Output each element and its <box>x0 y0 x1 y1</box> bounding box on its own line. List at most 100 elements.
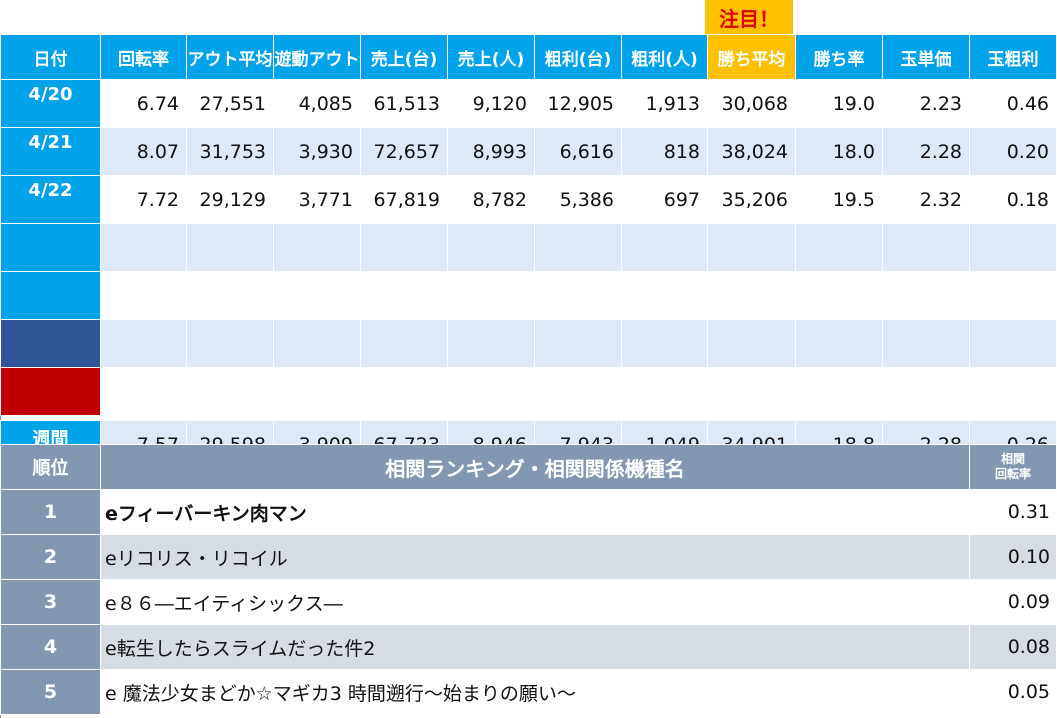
cell[interactable]: 61,513 <box>360 79 448 128</box>
cell[interactable]: 12,905 <box>534 79 622 128</box>
header-sales-machine[interactable]: 売上(台) <box>360 34 448 80</box>
rank-number[interactable]: 3 <box>0 579 101 625</box>
header-profit-person[interactable]: 粗利(人) <box>621 34 708 80</box>
cell[interactable] <box>969 223 1057 272</box>
cell[interactable]: 3,771 <box>273 175 361 224</box>
date-cell[interactable]: 4/20 <box>0 79 101 128</box>
cell[interactable] <box>447 223 535 272</box>
cell[interactable] <box>186 319 274 368</box>
machine-name[interactable]: e 魔法少女まどか☆マギカ3 時間遡行～始まりの願い～ <box>100 669 970 715</box>
cell[interactable] <box>273 271 361 320</box>
cell[interactable] <box>534 271 622 320</box>
cell[interactable] <box>795 223 883 272</box>
header-profit-machine[interactable]: 粗利(台) <box>534 34 622 80</box>
cell[interactable] <box>882 367 970 416</box>
cell[interactable]: 0.46 <box>969 79 1057 128</box>
cell[interactable]: 0.18 <box>969 175 1057 224</box>
cell[interactable]: 27,551 <box>186 79 274 128</box>
cell[interactable]: 30,068 <box>707 79 796 128</box>
date-cell[interactable] <box>0 223 101 272</box>
cell[interactable]: 818 <box>621 127 708 176</box>
cell[interactable] <box>447 367 535 416</box>
cell[interactable]: 8.07 <box>100 127 187 176</box>
cell[interactable] <box>621 367 708 416</box>
cell[interactable]: 4,085 <box>273 79 361 128</box>
cell[interactable] <box>969 367 1057 416</box>
cell[interactable] <box>273 319 361 368</box>
cell[interactable] <box>534 223 622 272</box>
cell[interactable]: 19.5 <box>795 175 883 224</box>
cell[interactable] <box>621 319 708 368</box>
header-out-avg[interactable]: アウト平均 <box>186 34 274 80</box>
cell[interactable] <box>447 271 535 320</box>
cell[interactable] <box>621 223 708 272</box>
machine-name[interactable]: eリコリス・リコイル <box>100 534 970 580</box>
header-ball-profit[interactable]: 玉粗利 <box>969 34 1057 80</box>
cell[interactable]: 7.72 <box>100 175 187 224</box>
cell[interactable]: 8,993 <box>447 127 535 176</box>
cell[interactable]: 9,120 <box>447 79 535 128</box>
cell[interactable] <box>100 223 187 272</box>
cell[interactable] <box>100 271 187 320</box>
correlation-value[interactable]: 0.10 <box>969 534 1057 580</box>
cell[interactable]: 38,024 <box>707 127 796 176</box>
header-date[interactable]: 日付 <box>0 34 101 80</box>
correlation-value[interactable]: 0.08 <box>969 624 1057 670</box>
cell[interactable] <box>882 319 970 368</box>
cell[interactable]: 2.28 <box>882 127 970 176</box>
rank-number[interactable]: 5 <box>0 669 101 715</box>
cell[interactable]: 6.74 <box>100 79 187 128</box>
cell[interactable] <box>360 367 448 416</box>
cell[interactable] <box>795 367 883 416</box>
cell[interactable] <box>186 271 274 320</box>
cell[interactable] <box>621 271 708 320</box>
cell[interactable] <box>969 319 1057 368</box>
cell[interactable]: 697 <box>621 175 708 224</box>
cell[interactable]: 67,819 <box>360 175 448 224</box>
cell[interactable] <box>360 319 448 368</box>
header-correlation[interactable]: 相関 回転率 <box>969 444 1057 490</box>
cell[interactable] <box>273 223 361 272</box>
header-sales-person[interactable]: 売上(人) <box>447 34 535 80</box>
cell[interactable] <box>534 367 622 416</box>
cell[interactable]: 6,616 <box>534 127 622 176</box>
machine-name[interactable]: e８６―エイティシックス― <box>100 579 970 625</box>
date-cell-saturday[interactable] <box>0 319 101 368</box>
cell[interactable] <box>882 271 970 320</box>
cell[interactable] <box>186 367 274 416</box>
cell[interactable] <box>795 271 883 320</box>
cell[interactable] <box>273 367 361 416</box>
rank-number[interactable]: 4 <box>0 624 101 670</box>
cell[interactable]: 1,913 <box>621 79 708 128</box>
correlation-value[interactable]: 0.31 <box>969 489 1057 535</box>
cell[interactable] <box>707 223 796 272</box>
header-win-rate[interactable]: 勝ち率 <box>795 34 883 80</box>
cell[interactable] <box>447 319 535 368</box>
header-ball-price[interactable]: 玉単価 <box>882 34 970 80</box>
cell[interactable]: 2.32 <box>882 175 970 224</box>
header-rank[interactable]: 順位 <box>0 444 101 490</box>
cell[interactable]: 2.23 <box>882 79 970 128</box>
date-cell[interactable]: 4/21 <box>0 127 101 176</box>
cell[interactable] <box>186 223 274 272</box>
cell[interactable] <box>534 319 622 368</box>
cell[interactable] <box>360 271 448 320</box>
cell[interactable]: 8,782 <box>447 175 535 224</box>
date-cell-sunday[interactable] <box>0 367 101 416</box>
cell[interactable] <box>882 223 970 272</box>
rank-number[interactable]: 2 <box>0 534 101 580</box>
header-spin-rate[interactable]: 回転率 <box>100 34 187 80</box>
cell[interactable]: 3,930 <box>273 127 361 176</box>
cell[interactable] <box>707 319 796 368</box>
correlation-value[interactable]: 0.09 <box>969 579 1057 625</box>
cell[interactable]: 35,206 <box>707 175 796 224</box>
cell[interactable]: 5,386 <box>534 175 622 224</box>
cell[interactable] <box>360 223 448 272</box>
date-cell[interactable]: 4/22 <box>0 175 101 224</box>
rank-number[interactable]: 1 <box>0 489 101 535</box>
cell[interactable] <box>795 319 883 368</box>
machine-name[interactable]: e転生したらスライムだった件2 <box>100 624 970 670</box>
cell[interactable] <box>707 271 796 320</box>
cell[interactable] <box>100 367 187 416</box>
cell[interactable]: 18.0 <box>795 127 883 176</box>
